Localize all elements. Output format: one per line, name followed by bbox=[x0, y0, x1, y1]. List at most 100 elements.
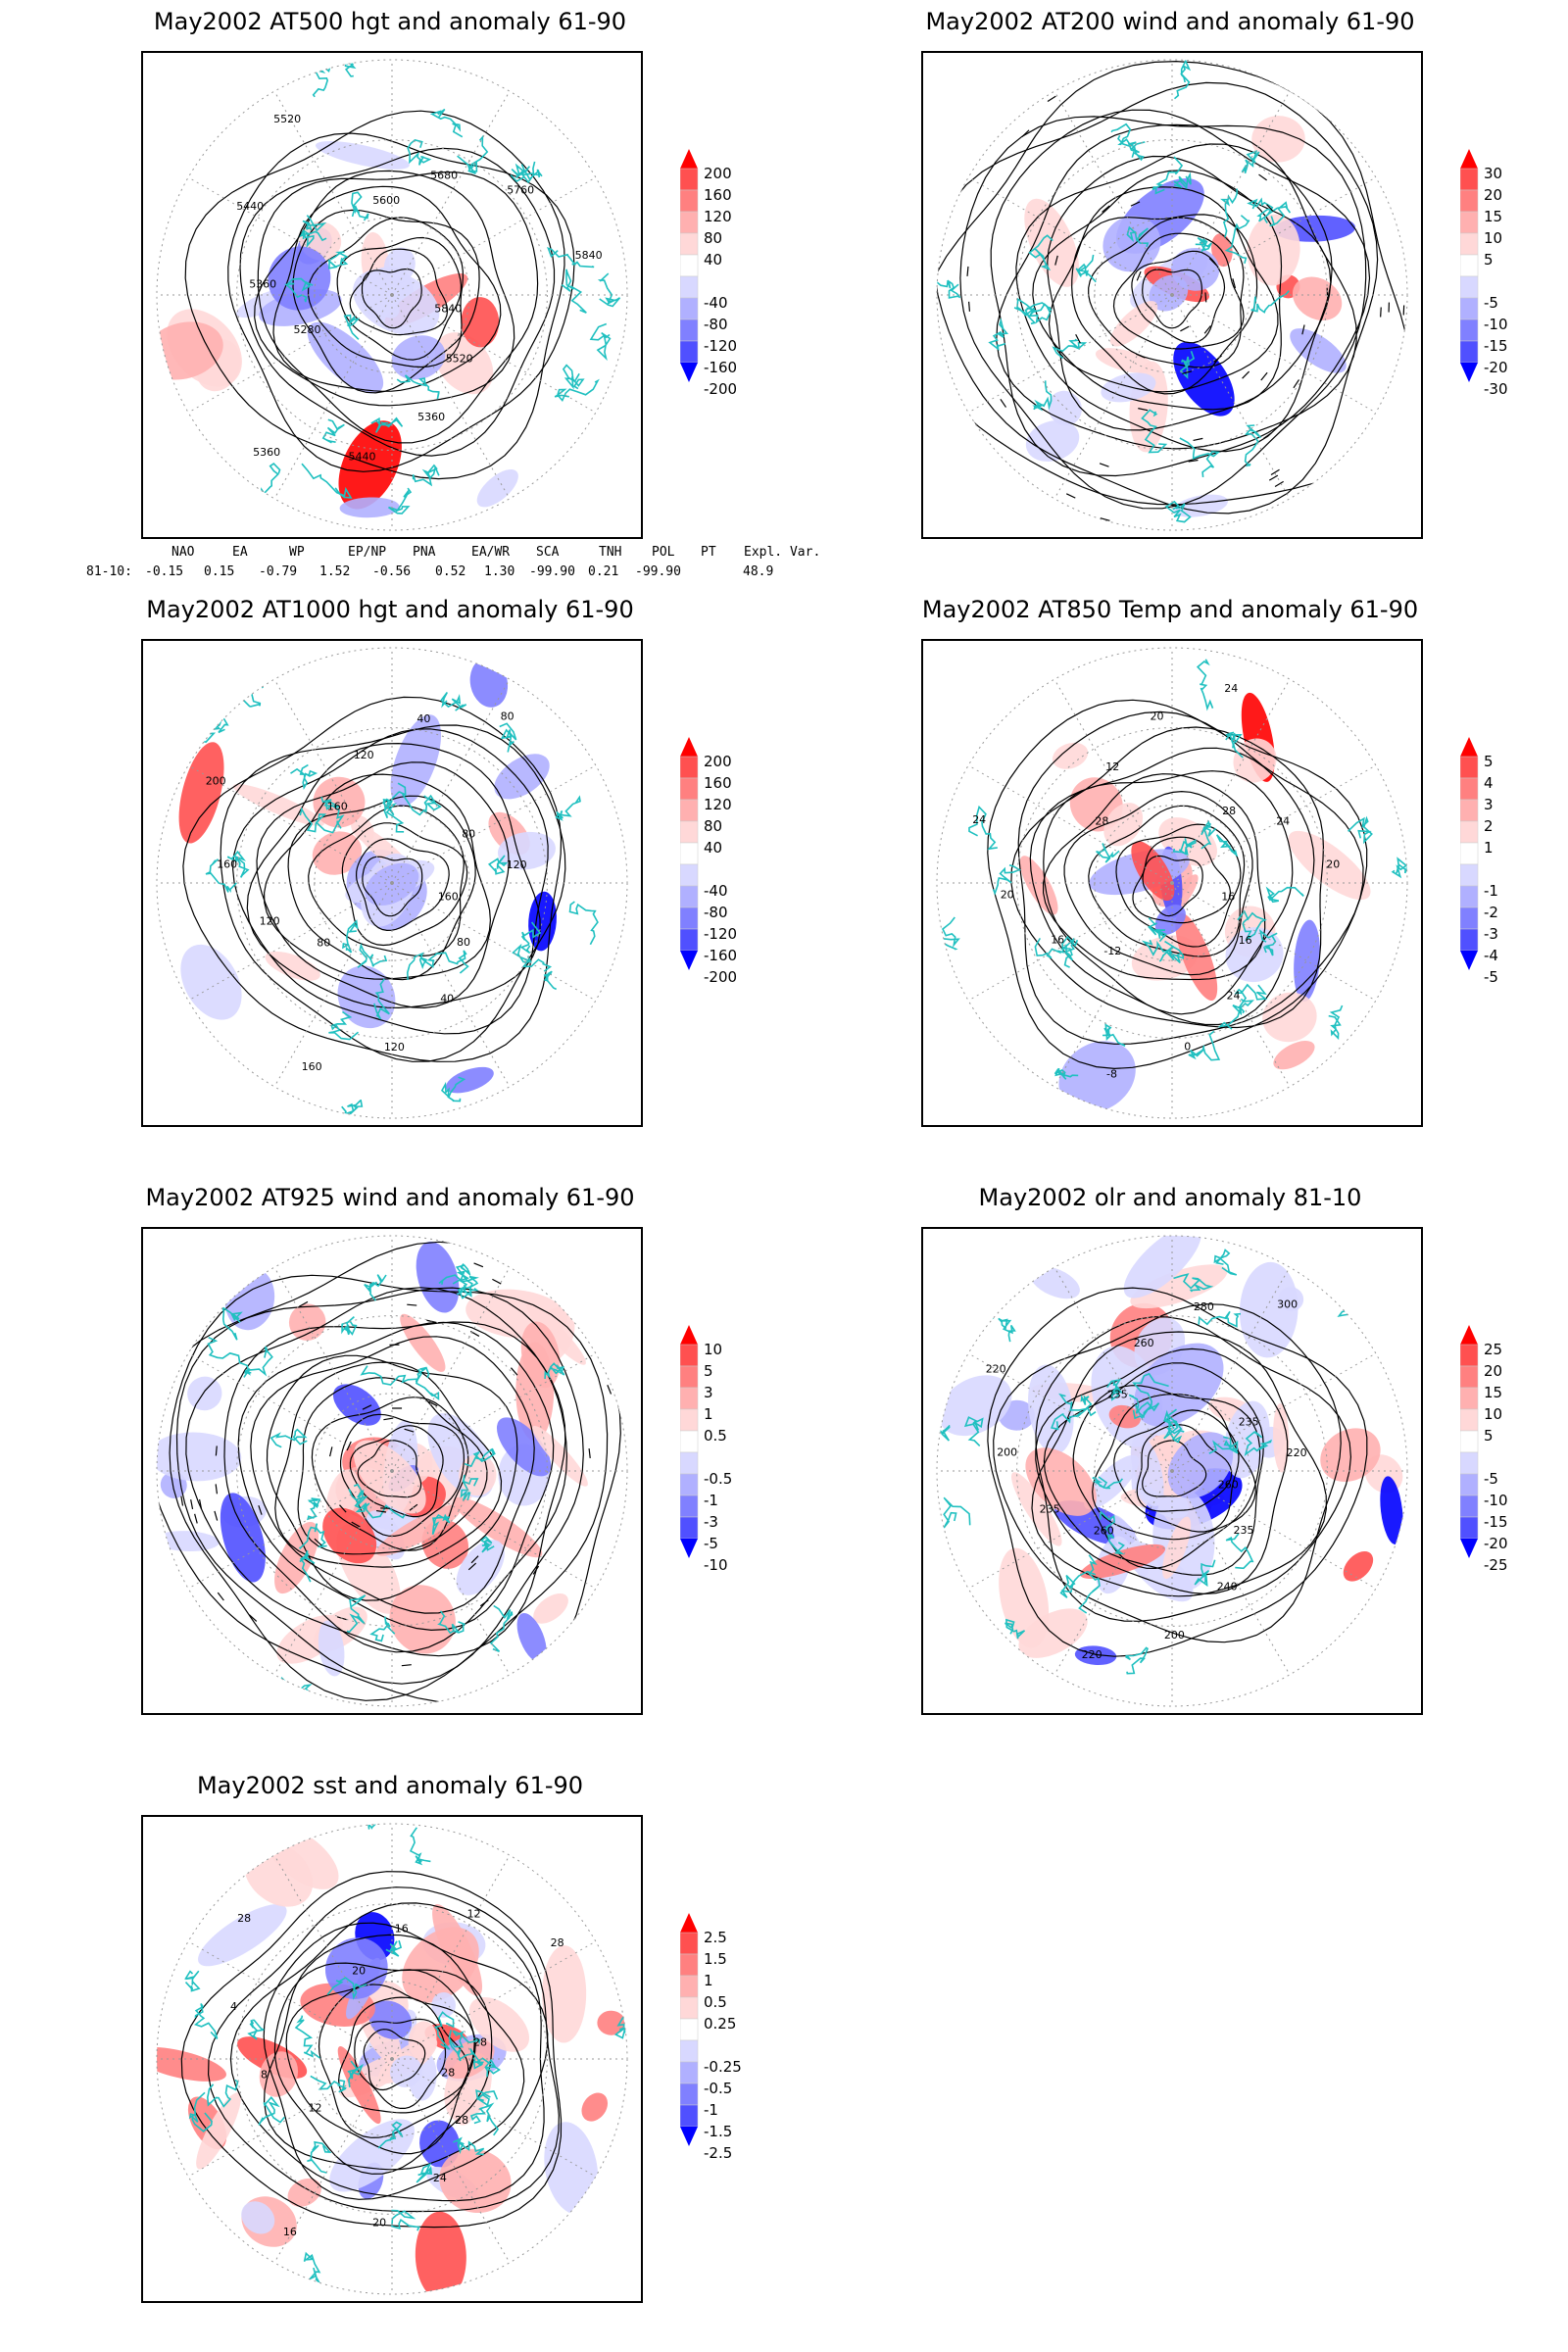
contour-line bbox=[274, 1361, 503, 1568]
coastline bbox=[328, 1010, 360, 1041]
wind-arrow bbox=[215, 1484, 219, 1494]
contour-line bbox=[239, 147, 556, 457]
contour-label: 5360 bbox=[249, 277, 276, 290]
contour-label: 24 bbox=[1276, 814, 1290, 827]
coastline bbox=[937, 279, 961, 299]
coastline bbox=[1215, 834, 1239, 858]
colorbar-segment bbox=[680, 928, 699, 952]
colorbar-label: 15 bbox=[1484, 1384, 1503, 1401]
contour-label: 80 bbox=[317, 937, 330, 950]
contour-label: 160 bbox=[438, 891, 459, 904]
teleconnection-index-name: EA bbox=[232, 545, 248, 560]
contour-line bbox=[1131, 250, 1226, 344]
positive-anomaly-area bbox=[515, 1342, 555, 1442]
colorbar-segment bbox=[1460, 756, 1479, 779]
colorbar-segment bbox=[680, 340, 699, 364]
colorbar-segment bbox=[1460, 799, 1479, 822]
wind-arrow bbox=[339, 1504, 347, 1513]
negative-anomaly-area bbox=[938, 1375, 1012, 1437]
negative-anomaly-area bbox=[1171, 247, 1220, 291]
wind-arrow bbox=[1100, 517, 1110, 521]
coastline bbox=[562, 364, 585, 390]
coastline bbox=[327, 251, 349, 270]
wind-arrow bbox=[473, 1262, 484, 1268]
coastline bbox=[1162, 1409, 1185, 1444]
latitude-circle bbox=[1016, 1315, 1328, 1627]
contour-label: 12 bbox=[1105, 760, 1119, 773]
coastline bbox=[472, 2057, 502, 2078]
colorbar-segment bbox=[1460, 842, 1479, 865]
colorbar-bottom-arrow bbox=[680, 951, 698, 970]
colorbar-label: -200 bbox=[704, 380, 738, 398]
contour-line bbox=[272, 185, 502, 392]
wind-arrow bbox=[479, 1599, 489, 1607]
positive-anomaly-area bbox=[178, 742, 224, 844]
colorbar-bottom-arrow bbox=[680, 1539, 698, 1558]
coastline bbox=[341, 1316, 358, 1336]
colorbar bbox=[1460, 1325, 1479, 1558]
colorbar bbox=[1460, 737, 1479, 970]
contour-line bbox=[246, 742, 541, 1009]
contour-label: 80 bbox=[457, 936, 470, 949]
wind-arrow bbox=[968, 301, 971, 312]
contour-label: 120 bbox=[260, 915, 280, 928]
meridian-line bbox=[391, 2058, 597, 2178]
colorbar-segment bbox=[680, 211, 699, 234]
wind-arrow bbox=[1021, 129, 1030, 138]
colorbar bbox=[680, 1325, 699, 1558]
colorbar-segment bbox=[1460, 211, 1479, 234]
negative-anomaly-area bbox=[198, 1904, 287, 1967]
coastline bbox=[1152, 156, 1184, 195]
coastline bbox=[1198, 1310, 1242, 1328]
colorbar-label: 15 bbox=[1484, 208, 1503, 225]
coastline bbox=[1158, 940, 1185, 962]
contour-label: 20 bbox=[1001, 889, 1014, 902]
coastline bbox=[475, 2089, 499, 2136]
contour-label: 28 bbox=[1095, 815, 1108, 828]
contour-label: 40 bbox=[440, 993, 454, 1005]
colorbar-segment bbox=[680, 1932, 699, 1955]
wind-arrow bbox=[194, 1513, 198, 1524]
colorbar-segment bbox=[680, 1387, 699, 1410]
contour-label: 24 bbox=[1227, 990, 1241, 1003]
coastline bbox=[568, 901, 599, 946]
contour-line bbox=[250, 1336, 535, 1614]
positive-anomaly-area bbox=[1024, 198, 1079, 287]
contour-line bbox=[1113, 1409, 1240, 1533]
teleconnection-value: -99.90 bbox=[529, 564, 575, 579]
colorbar-label: 160 bbox=[704, 186, 732, 204]
wind-arrow bbox=[180, 1495, 184, 1506]
coastline bbox=[452, 1270, 472, 1299]
coastline bbox=[1194, 1559, 1216, 1588]
colorbar-label: -20 bbox=[1484, 1535, 1508, 1552]
positive-anomaly-area bbox=[287, 2178, 321, 2207]
contour-label: 5360 bbox=[253, 446, 280, 459]
teleconnection-index-name: TNH bbox=[599, 545, 622, 560]
wind-arrow bbox=[401, 1664, 412, 1667]
wind-arrow bbox=[190, 1498, 194, 1510]
negative-anomaly-area bbox=[496, 1417, 552, 1477]
coastline bbox=[360, 1824, 382, 1830]
coastline bbox=[1244, 424, 1262, 467]
contour-label: -12 bbox=[1103, 945, 1121, 957]
panel-sst: May2002 sst and anomaly 61-90 28 28 24 20 16 1… bbox=[141, 1772, 886, 2321]
coastline bbox=[1124, 1646, 1149, 1675]
coastline bbox=[1059, 938, 1075, 968]
contour-label: 16 bbox=[395, 1922, 409, 1935]
teleconnection-value: -0.79 bbox=[259, 564, 298, 579]
colorbar-segment bbox=[680, 799, 699, 822]
latitude-circle bbox=[156, 59, 628, 531]
coastline bbox=[206, 2079, 239, 2108]
polar-map: 260 235 240 200 220 260 235 200 220 235 260 280 300 2… bbox=[921, 1227, 1423, 1715]
colorbar-segment bbox=[1460, 275, 1479, 299]
wind-arrow bbox=[1380, 307, 1382, 318]
coastline bbox=[326, 1977, 368, 2000]
negative-anomaly-area bbox=[516, 1612, 547, 1663]
positive-anomaly-area bbox=[232, 784, 324, 826]
coastline bbox=[1141, 939, 1182, 963]
colorbar-segment bbox=[680, 1494, 699, 1518]
meridian-line bbox=[391, 1470, 511, 1676]
colorbar-segment bbox=[1460, 863, 1479, 887]
meridian-line bbox=[1171, 882, 1291, 1088]
panel-olr: May2002 olr and anomaly 81-10 260 235 240 20… bbox=[921, 1184, 1568, 1733]
